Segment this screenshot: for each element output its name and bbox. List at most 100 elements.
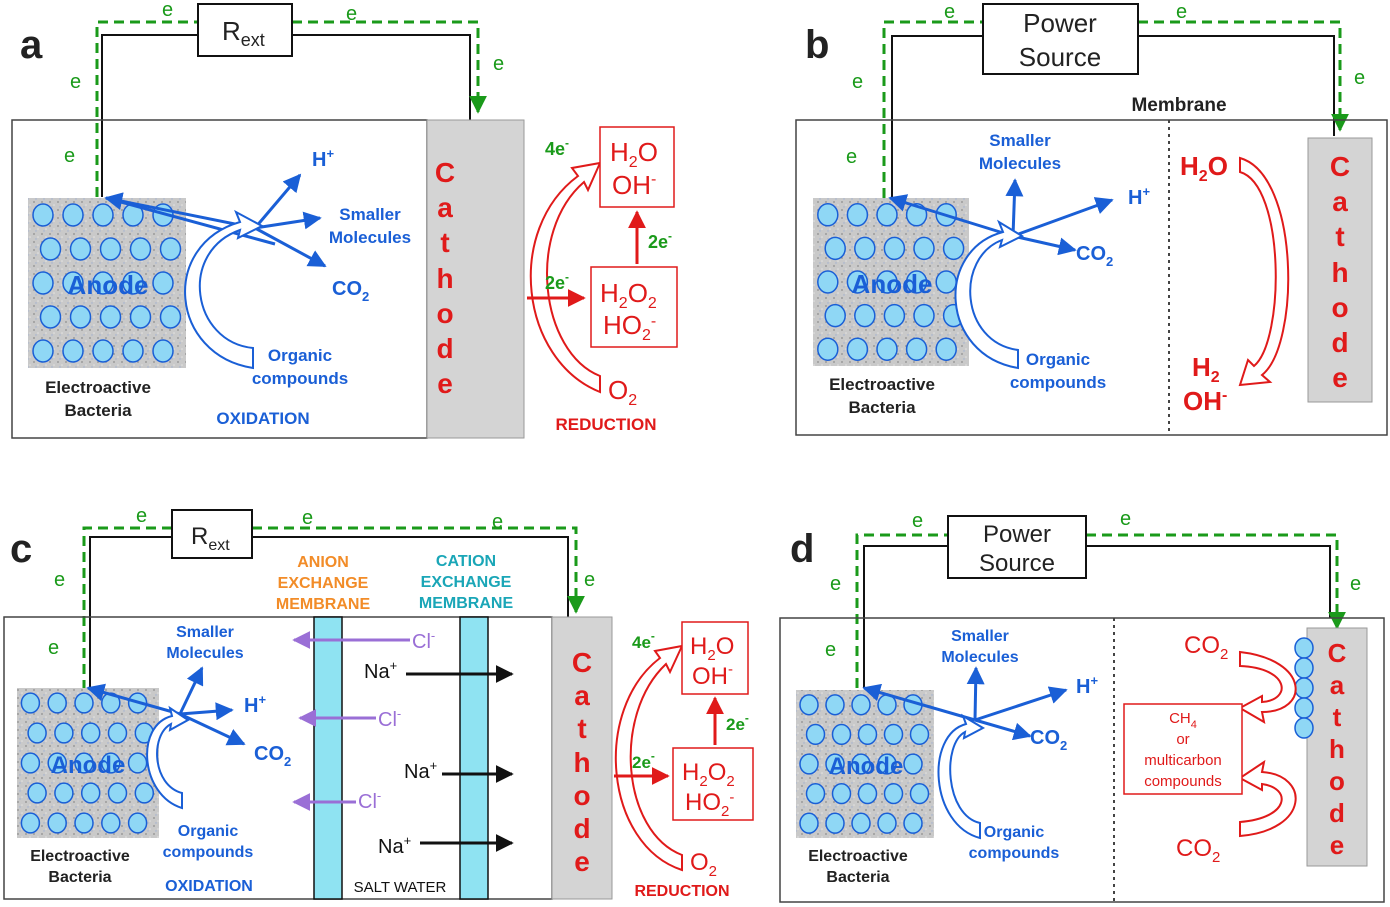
panel-d-organic-arrow <box>937 713 986 840</box>
panel-b-h2: H2 <box>1192 352 1220 386</box>
panel-b-e2: e <box>1176 1 1187 23</box>
panel-b-smaller-1: Smaller <box>989 131 1051 150</box>
bacteria-cell <box>32 271 54 295</box>
panel-d-cathode-letters: C a t h o d e <box>1328 638 1347 860</box>
panel-d-oxidation-arrows <box>862 666 1068 741</box>
panel-a-e2: e <box>346 3 357 25</box>
panel-a-smaller-1: Smaller <box>339 205 401 224</box>
panel-d-smaller-2: Molecules <box>941 649 1018 666</box>
panel-b-letter: b <box>805 23 829 67</box>
panel-d-compounds: compounds <box>1144 773 1222 790</box>
bacteria-cell <box>92 271 114 295</box>
svg-text:o: o <box>436 298 453 329</box>
bacteria-cell <box>857 782 878 805</box>
bacteria-cell <box>824 303 846 328</box>
svg-text:a: a <box>1332 186 1348 217</box>
panel-b-chamber <box>795 119 1388 436</box>
panel-a-ho2: HO2- <box>603 310 656 344</box>
panel-c-reduction: REDUCTION <box>634 883 729 900</box>
bacteria-cell <box>129 305 152 329</box>
bacteria-cell <box>883 723 904 746</box>
bacteria-cell <box>99 237 122 261</box>
bacteria-cell <box>831 782 852 805</box>
bacteria-cell <box>122 271 144 295</box>
svg-text:a: a <box>574 680 590 711</box>
bacteria-cell <box>62 203 84 227</box>
bacteria-cell <box>20 812 41 834</box>
panel-a-h2o2: H2O2 <box>600 278 657 312</box>
panel-c-resistor <box>171 509 253 559</box>
bacteria-cell <box>92 203 114 227</box>
svg-text:e: e <box>437 368 453 399</box>
panel-b-organic-1: Organic <box>1026 350 1090 369</box>
panel-a-bacteria-1: Electroactive <box>45 378 151 397</box>
panel-c-e4: e <box>54 569 65 591</box>
svg-text:h: h <box>573 747 590 778</box>
panel-a-cathode-letters: C a t h o d e <box>435 157 455 399</box>
panel-c-cation-membrane <box>459 616 489 900</box>
bacteria-cell <box>824 236 846 261</box>
bacteria-cell <box>857 723 878 746</box>
bacteria-cell <box>825 812 845 834</box>
panel-b-power-source <box>982 3 1139 75</box>
panel-d-co2-bottom: CO2 <box>1176 835 1220 866</box>
panel-d-co2-top: CO2 <box>1184 632 1228 663</box>
panel-a-e3: e <box>70 71 81 93</box>
panel-d-bacteria-dots <box>799 694 930 834</box>
bacteria-cell <box>799 694 819 716</box>
panel-b-hplus: H+ <box>1128 184 1150 209</box>
panel-b: b Power Source e e e e e Membrane C a t … <box>795 1 1388 436</box>
panel-b-reduction-arrow <box>1238 156 1290 387</box>
panel-a: a Rext e e e e e C a t h o d e Electroac… <box>11 0 678 439</box>
panel-b-bacteria-dots <box>817 203 965 361</box>
panel-a-4e: 4e- <box>545 136 569 159</box>
panel-b-power-1: Power <box>1023 8 1097 38</box>
bacteria-cell <box>129 237 152 261</box>
svg-text:h: h <box>1329 734 1345 764</box>
bacteria-cell <box>846 337 869 361</box>
panel-b-bacteria-2: Bacteria <box>848 398 916 417</box>
panel-c-e6: e <box>48 637 59 659</box>
panel-b-oxidation-arrows <box>888 178 1114 256</box>
panel-a-electron-path <box>95 20 478 197</box>
panel-b-cathode-letters: C a t h o d e <box>1330 151 1350 393</box>
bacteria-cell <box>107 722 128 744</box>
panel-d-bacteria-1: Electroactive <box>808 848 908 865</box>
panel-c-wire <box>89 536 569 690</box>
panel-c-e2: e <box>302 507 313 529</box>
panel-c-anion-3: MEMBRANE <box>276 596 371 613</box>
svg-text:a: a <box>1330 670 1345 700</box>
panel-b-e4: e <box>1354 67 1365 89</box>
svg-text:h: h <box>436 263 453 294</box>
bacteria-cell <box>99 305 122 329</box>
bacteria-cell <box>122 339 144 363</box>
panel-c-oxidation: OXIDATION <box>165 878 253 895</box>
svg-text:C: C <box>435 157 455 188</box>
bacteria-cell <box>825 694 845 716</box>
panel-c-na-2: Na+ <box>404 758 437 783</box>
panel-a-smaller-2: Molecules <box>329 228 411 247</box>
bacteria-cell <box>876 337 898 361</box>
panel-a-e4: e <box>493 53 504 75</box>
svg-text:C: C <box>1328 638 1347 668</box>
bacteria-cell <box>159 237 182 261</box>
bacteria-cell <box>942 236 965 261</box>
panel-c-anion-2: EXCHANGE <box>278 575 369 592</box>
panel-c-h2o2: H2O2 <box>682 759 735 790</box>
bacteria-cell <box>101 812 121 834</box>
svg-text:e: e <box>1332 362 1348 393</box>
panel-a-organic-1: Organic <box>268 346 332 365</box>
panel-a-wire <box>101 34 471 197</box>
panel-c-anion-membrane <box>313 616 343 900</box>
bacteria-cell <box>817 270 839 294</box>
panel-d-lower-reduction-arrow <box>1238 759 1297 838</box>
bacteria-cell <box>909 723 930 746</box>
bacteria-cell <box>817 203 839 227</box>
panel-a-hplus: H+ <box>312 146 334 171</box>
svg-text:o: o <box>1331 292 1348 323</box>
bacteria-cell <box>107 782 128 804</box>
panel-b-co2: CO2 <box>1076 243 1113 269</box>
svg-text:C: C <box>572 647 592 678</box>
bacteria-cell <box>47 752 67 774</box>
panel-b-oh: OH- <box>1183 386 1227 416</box>
